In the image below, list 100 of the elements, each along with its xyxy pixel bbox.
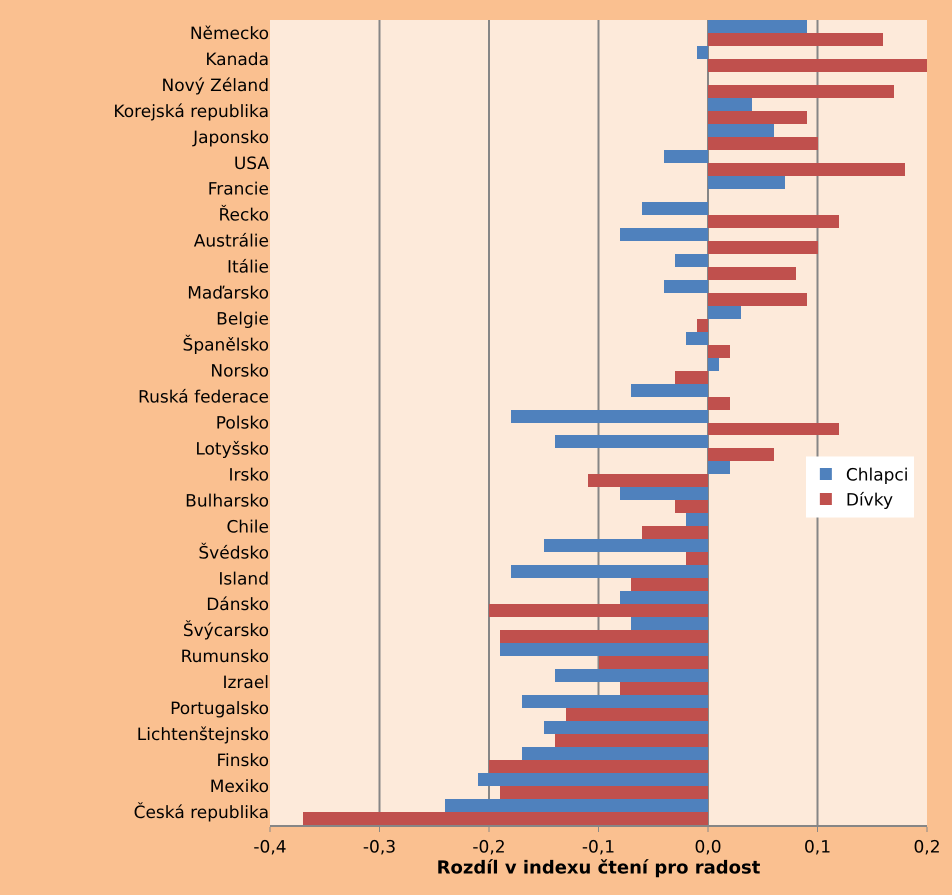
bar bbox=[642, 202, 708, 215]
bar bbox=[544, 539, 708, 552]
bar bbox=[544, 721, 708, 734]
y-tick-label: Finsko bbox=[216, 751, 269, 772]
bar bbox=[664, 280, 708, 293]
bar bbox=[675, 371, 708, 384]
y-tick-label: Irsko bbox=[228, 465, 269, 486]
y-tick-label: Norsko bbox=[210, 362, 269, 382]
bar bbox=[620, 228, 708, 241]
bar bbox=[686, 332, 708, 345]
bar bbox=[708, 163, 905, 176]
bar bbox=[620, 591, 708, 604]
bar bbox=[708, 267, 796, 280]
y-tick-label: Lichtenštejnsko bbox=[136, 725, 269, 746]
y-tick-label: Korejská republika bbox=[113, 102, 269, 122]
bar bbox=[642, 526, 708, 539]
bar bbox=[708, 137, 818, 150]
bar bbox=[445, 799, 708, 812]
y-tick-label: Itálie bbox=[226, 258, 269, 278]
bar bbox=[708, 33, 883, 46]
bar bbox=[522, 747, 708, 760]
x-tick-label: 0,0 bbox=[694, 837, 722, 858]
bar bbox=[708, 448, 774, 461]
bar bbox=[489, 760, 708, 773]
y-tick-label: USA bbox=[234, 154, 270, 174]
bar bbox=[708, 124, 774, 137]
bar bbox=[708, 215, 839, 228]
y-tick-label: Kanada bbox=[205, 50, 269, 70]
bar bbox=[708, 358, 719, 371]
y-tick-label: Maďarsko bbox=[187, 284, 269, 304]
y-tick-label: Izrael bbox=[222, 673, 269, 694]
bar bbox=[708, 111, 807, 124]
x-tick-label: 0,1 bbox=[804, 837, 832, 858]
x-tick-label: -0,3 bbox=[362, 837, 396, 858]
y-tick-label: Chile bbox=[226, 517, 269, 538]
bar bbox=[511, 565, 708, 578]
bar bbox=[555, 734, 708, 747]
x-tick-label: -0,4 bbox=[253, 837, 287, 858]
y-tick-label: Portugalsko bbox=[170, 699, 269, 720]
bar bbox=[708, 293, 807, 306]
bar bbox=[500, 786, 708, 799]
bar bbox=[303, 812, 708, 825]
legend-label: Dívky bbox=[846, 490, 894, 511]
y-tick-label: Francie bbox=[208, 180, 269, 200]
y-tick-label: Nový Zéland bbox=[162, 76, 269, 96]
y-tick-label: Rumunsko bbox=[180, 647, 269, 668]
bar bbox=[708, 423, 839, 435]
bar bbox=[631, 384, 708, 397]
y-tick-label: Lotyšsko bbox=[195, 439, 269, 460]
bar bbox=[686, 513, 708, 526]
bar bbox=[478, 773, 708, 786]
y-tick-label: Mexiko bbox=[210, 777, 269, 797]
bar bbox=[588, 474, 708, 487]
bar bbox=[708, 345, 730, 358]
bar bbox=[708, 241, 818, 254]
bar bbox=[489, 604, 708, 617]
x-tick-label: -0,2 bbox=[472, 837, 506, 858]
bar bbox=[566, 708, 708, 721]
y-tick-label: Belgie bbox=[216, 310, 269, 330]
y-tick-label: Česká republika bbox=[134, 802, 269, 823]
y-tick-label: Island bbox=[218, 569, 269, 590]
bar bbox=[511, 410, 708, 423]
y-tick-label: Polsko bbox=[216, 413, 269, 434]
bar bbox=[675, 500, 708, 513]
bar bbox=[620, 682, 708, 695]
bar bbox=[708, 461, 730, 474]
legend-label: Chlapci bbox=[846, 466, 909, 486]
y-tick-label: Řecko bbox=[218, 204, 269, 226]
x-axis-title: Rozdíl v indexu čtení pro radost bbox=[436, 857, 761, 878]
bar bbox=[697, 319, 708, 332]
bar bbox=[708, 59, 927, 72]
bar bbox=[708, 176, 785, 189]
bar bbox=[675, 254, 708, 267]
bar bbox=[697, 46, 708, 59]
bar bbox=[555, 669, 708, 682]
bar bbox=[708, 306, 741, 319]
bar bbox=[664, 150, 708, 163]
bar bbox=[708, 85, 894, 98]
y-tick-label: Bulharsko bbox=[185, 491, 269, 512]
y-tick-label: Japonsko bbox=[192, 128, 269, 148]
y-tick-label: Austrálie bbox=[194, 232, 269, 252]
bar bbox=[708, 20, 807, 33]
bar bbox=[500, 643, 708, 656]
x-tick-label: 0,2 bbox=[913, 837, 941, 858]
y-tick-label: Dánsko bbox=[206, 595, 269, 616]
x-tick-label: -0,1 bbox=[582, 837, 616, 858]
bar bbox=[708, 397, 730, 410]
bar bbox=[599, 656, 708, 669]
y-tick-label: Španělsko bbox=[182, 334, 269, 356]
y-tick-label: Švédsko bbox=[198, 542, 269, 564]
bar bbox=[555, 435, 708, 448]
bar bbox=[631, 578, 708, 591]
bar bbox=[631, 617, 708, 630]
y-tick-label: Švýcarsko bbox=[182, 620, 269, 642]
bar bbox=[500, 630, 708, 643]
bar bbox=[522, 695, 708, 708]
bar bbox=[686, 552, 708, 565]
y-tick-label: Německo bbox=[190, 24, 269, 44]
y-tick-label: Ruská federace bbox=[138, 387, 269, 408]
bar bbox=[708, 98, 752, 111]
